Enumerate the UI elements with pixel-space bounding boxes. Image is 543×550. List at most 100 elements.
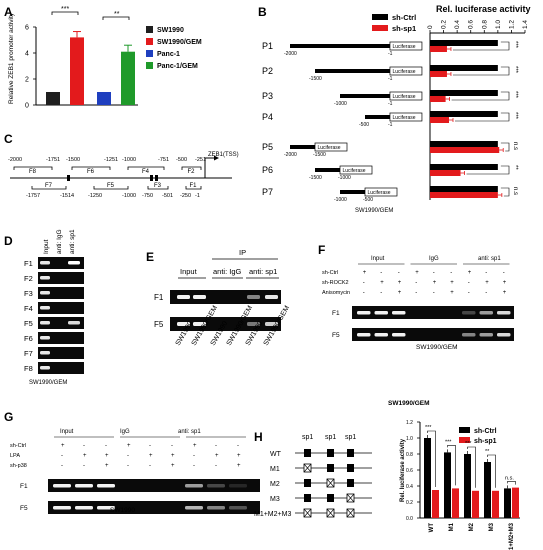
a-bar-3 bbox=[121, 51, 135, 105]
f-sign: - bbox=[503, 270, 505, 276]
b-xtick-label: 0 bbox=[427, 25, 434, 29]
site-box-2 bbox=[155, 175, 158, 181]
b-luciferase-label: Luciferase bbox=[392, 94, 415, 100]
b-luciferase-label: Luciferase bbox=[368, 190, 391, 196]
d-col-label: anti: IgG bbox=[56, 229, 63, 254]
h-bar-sh-ctrl bbox=[484, 462, 491, 518]
e-band bbox=[177, 295, 190, 299]
h-wt-site bbox=[327, 494, 334, 502]
f-sign: - bbox=[433, 290, 435, 296]
f-sign: - bbox=[468, 290, 470, 296]
panel-h-label: H bbox=[254, 430, 263, 444]
h-bar-sh-ctrl bbox=[444, 452, 451, 518]
g-sign: + bbox=[127, 443, 131, 449]
b-bar-sh-sp1 bbox=[430, 46, 447, 52]
g-sign: - bbox=[149, 463, 151, 469]
g-sign: - bbox=[127, 463, 129, 469]
b-promoter-segment bbox=[340, 190, 365, 194]
panel-a-sig-2: ** bbox=[114, 11, 120, 18]
b-sig-bracket bbox=[466, 165, 510, 175]
d-band-input bbox=[40, 261, 50, 265]
b-row-end: -500 bbox=[363, 197, 373, 203]
b-row-name: P7 bbox=[262, 187, 273, 197]
c-top-frag: F4 bbox=[142, 169, 150, 175]
d-gel-strip bbox=[38, 287, 84, 299]
panel-e-group-sp1: anti: sp1 bbox=[249, 267, 277, 276]
b-row-name: P1 bbox=[262, 41, 273, 51]
panel-a-bracket-2 bbox=[102, 16, 130, 20]
b-xtick-label: 1.4 bbox=[522, 20, 529, 29]
h-wt-site bbox=[327, 464, 334, 472]
f-band bbox=[374, 333, 388, 337]
c-bottom-start: -1757 bbox=[26, 193, 40, 199]
c-bottom-start: -1250 bbox=[88, 193, 102, 199]
g-row-label: F1 bbox=[20, 483, 28, 490]
b-sig-bracket bbox=[452, 66, 510, 76]
b-xtick-label: 0.4 bbox=[454, 20, 461, 29]
panel-f-gel: Input IgG anti: sp1 sh-Ctrl + - - + - - + - - sh-ROCK… bbox=[322, 256, 514, 341]
f-sign: - bbox=[415, 280, 417, 286]
h-legend-label-sh-ctrl: sh-Ctrl bbox=[474, 428, 497, 435]
h-bar-sh-sp1 bbox=[432, 490, 439, 518]
h-xtick-label: M1 bbox=[449, 522, 455, 531]
b-promoter-segment bbox=[365, 115, 390, 119]
h-sig: ** bbox=[485, 449, 490, 455]
a-bar-0 bbox=[46, 92, 60, 105]
c-bottom-end: -501 bbox=[162, 193, 173, 199]
h-sig: *** bbox=[465, 441, 472, 447]
f-band bbox=[479, 311, 493, 315]
h-ytick-label: 0.0 bbox=[406, 516, 413, 522]
panel-f: F Input IgG anti: sp1 sh-Ctrl + - - + - - + - - sh-RO… bbox=[318, 243, 514, 351]
legend-label-sw1990: SW1990 bbox=[157, 27, 184, 34]
d-row-label: F8 bbox=[24, 364, 33, 373]
b-row-start: -1500 bbox=[309, 175, 322, 181]
e-band bbox=[193, 295, 206, 299]
g-sign: + bbox=[105, 463, 109, 469]
legend-label-panc1-gem: Panc-1/GEM bbox=[157, 63, 198, 70]
h-wt-site bbox=[304, 494, 311, 502]
b-row-name: P6 bbox=[262, 165, 273, 175]
c-top-frag: F8 bbox=[29, 169, 37, 175]
f-sign: + bbox=[398, 280, 402, 286]
h-mutant-cross bbox=[326, 478, 335, 488]
b-bar-sh-ctrl bbox=[430, 164, 498, 170]
b-luciferase-box bbox=[314, 142, 348, 152]
d-row-label: F1 bbox=[24, 259, 33, 268]
b-sig: n.s bbox=[512, 187, 518, 195]
h-mutant-cross bbox=[346, 493, 355, 503]
panel-h-bars: *** WT *** M1 *** M2 ** M3 n.s. M1+M2+M3 bbox=[424, 425, 519, 550]
legend-label-panc1: Panc-1 bbox=[157, 51, 180, 58]
c-bottom-end: -1000 bbox=[122, 193, 136, 199]
b-bar-sh-ctrl bbox=[430, 186, 498, 192]
d-band-sp1 bbox=[68, 321, 80, 325]
c-bottom-bracket bbox=[185, 186, 202, 190]
b-luciferase-label: Luciferase bbox=[392, 115, 415, 121]
b-luciferase-box bbox=[389, 91, 423, 101]
d-gel-strip bbox=[38, 302, 84, 314]
h-wt-site bbox=[347, 479, 354, 487]
c-bottom-bracket bbox=[147, 186, 169, 190]
c-top-end: -751 bbox=[158, 157, 169, 163]
c-bottom-bracket bbox=[93, 186, 129, 190]
a-ytick-label: 2 bbox=[25, 77, 29, 84]
b-luciferase-box bbox=[364, 187, 398, 197]
h-legend-swatch-sh-sp1 bbox=[459, 437, 470, 443]
b-luciferase-box bbox=[389, 112, 423, 122]
h-ytick-label: 0.6 bbox=[406, 468, 413, 474]
f-cond-label: Anisomycin bbox=[322, 290, 350, 296]
d-gel-strip bbox=[38, 272, 84, 284]
h-xtick-label: M3 bbox=[489, 522, 495, 531]
c-bottom-end: -1514 bbox=[60, 193, 74, 199]
b-bar-sh-sp1 bbox=[430, 71, 447, 77]
b-xtick-label: 0.8 bbox=[481, 20, 488, 29]
e-band bbox=[193, 322, 206, 326]
c-bottom-frag: F1 bbox=[190, 183, 198, 189]
panel-d-columns: Input anti: IgG anti: sp1 bbox=[43, 229, 76, 254]
f-sign: + bbox=[468, 270, 472, 276]
g-gel-strip bbox=[48, 501, 260, 514]
panel-f-label: F bbox=[318, 243, 325, 257]
site-box-1 bbox=[150, 175, 153, 181]
legend-swatch-sh-sp1 bbox=[372, 25, 388, 31]
g-sign: - bbox=[215, 463, 217, 469]
f-sign: - bbox=[363, 290, 365, 296]
